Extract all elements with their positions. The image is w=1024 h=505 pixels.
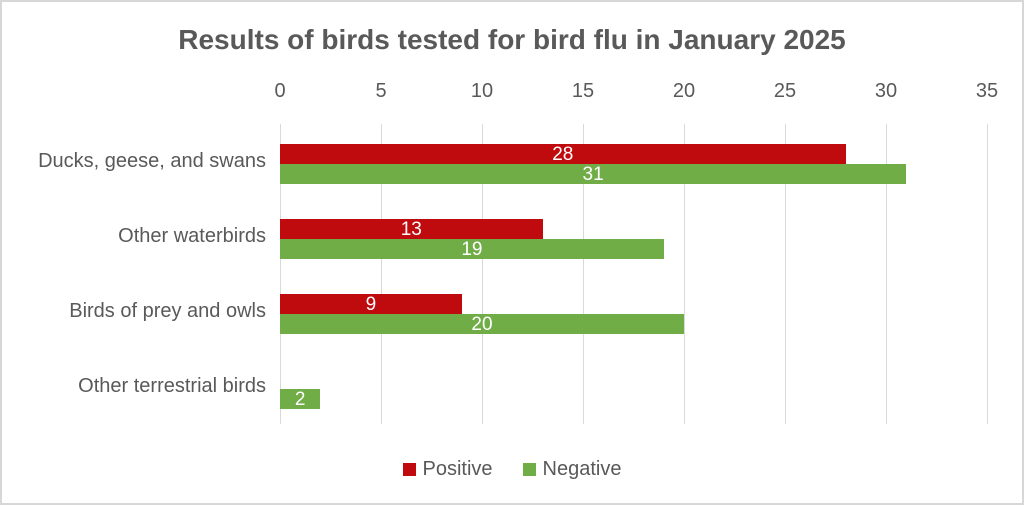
gridline (481, 124, 483, 424)
category-label: Other terrestrial birds (78, 375, 266, 397)
gridline (380, 124, 382, 424)
gridline (582, 124, 584, 424)
chart-title: Results of birds tested for bird flu in … (178, 24, 846, 55)
gridline (279, 124, 281, 424)
bar-value-label: 9 (365, 293, 377, 315)
x-axis-tick-label: 20 (672, 80, 696, 102)
bar-value-label: 19 (461, 238, 483, 260)
category-label: Other waterbirds (118, 225, 266, 247)
x-axis-tick-label: 10 (470, 80, 494, 102)
bar-negative: 20 (280, 314, 684, 334)
bar-negative: 31 (280, 163, 907, 185)
x-axis-tick-label: 25 (773, 80, 797, 102)
x-axis-tick-label: 30 (874, 80, 898, 102)
bar-positive: 13 (280, 219, 543, 239)
gridline (986, 124, 988, 424)
legend-item-negative: Negative (522, 458, 622, 481)
bar-value-label: 28 (552, 143, 574, 165)
gridline (885, 124, 887, 424)
x-axis-tick-label: 35 (975, 80, 999, 102)
x-axis-tick-label: 15 (571, 80, 595, 102)
legend-label-negative: Negative (542, 458, 622, 480)
gridline (683, 124, 685, 424)
bar-value-label: 13 (400, 218, 422, 240)
category-label: Ducks, geese, and swans (38, 150, 266, 172)
negative-swatch-icon (522, 463, 536, 476)
gridline (784, 124, 786, 424)
legend: Positive Negative (2, 458, 1022, 481)
bar-negative: 2 (280, 388, 321, 410)
x-axis-tick-label: 0 (274, 80, 286, 102)
bar-positive: 9 (280, 294, 462, 314)
bar-value-label: 31 (582, 163, 604, 185)
bar-value-label: 2 (294, 388, 306, 410)
x-axis-tick-label: 5 (375, 80, 387, 102)
legend-label-positive: Positive (422, 458, 493, 480)
category-label: Birds of prey and owls (69, 300, 266, 322)
bar-positive: 28 (280, 144, 846, 164)
positive-swatch-icon (402, 463, 416, 476)
legend-item-positive: Positive (402, 458, 493, 481)
bar-value-label: 20 (471, 313, 493, 335)
bar-negative: 19 (280, 239, 664, 259)
